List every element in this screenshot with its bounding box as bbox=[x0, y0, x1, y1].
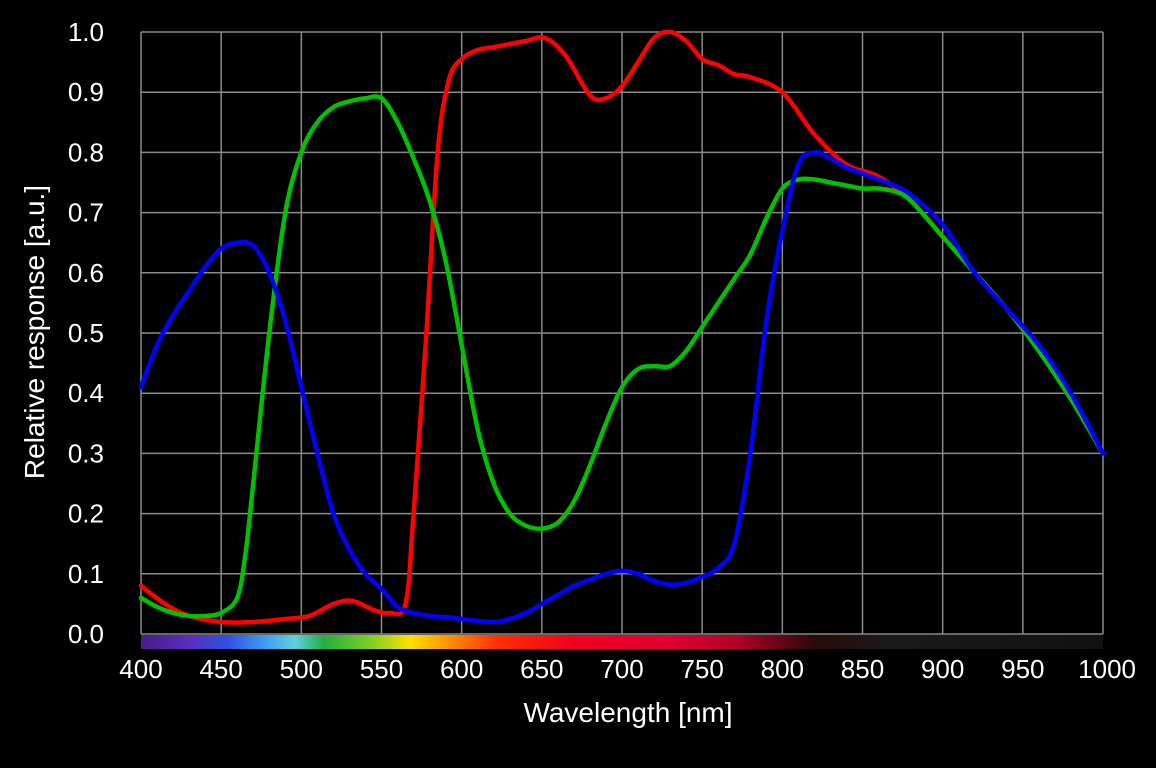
x-tick-label: 700 bbox=[600, 654, 643, 684]
x-tick-label: 650 bbox=[520, 654, 563, 684]
spectrum-color-bar bbox=[141, 635, 1103, 649]
x-axis-ticks: 400 450 500 550 600 650 700 750 800 850 900 950 1000 bbox=[119, 654, 1136, 684]
x-tick-label: 550 bbox=[360, 654, 403, 684]
y-tick-label: 0.1 bbox=[68, 559, 104, 589]
y-axis-ticks: 0.0 0.1 0.2 0.3 0.4 0.5 0.6 0.7 0.8 0.9 1.0 bbox=[68, 17, 104, 649]
y-tick-label: 0.6 bbox=[68, 258, 104, 288]
x-axis-title: Wavelength [nm] bbox=[523, 697, 732, 728]
x-tick-label: 450 bbox=[199, 654, 242, 684]
y-tick-label: 0.0 bbox=[68, 619, 104, 649]
series-lines bbox=[138, 29, 1106, 625]
y-tick-label: 0.2 bbox=[68, 499, 104, 529]
series-line-2 bbox=[138, 150, 1106, 625]
y-tick-label: 0.3 bbox=[68, 438, 104, 468]
grid bbox=[140, 31, 1104, 635]
x-tick-label: 600 bbox=[440, 654, 483, 684]
series-line-1 bbox=[138, 94, 1106, 619]
y-tick-label: 1.0 bbox=[68, 17, 104, 47]
y-tick-label: 0.5 bbox=[68, 318, 104, 348]
x-tick-label: 800 bbox=[761, 654, 804, 684]
y-tick-label: 0.8 bbox=[68, 137, 104, 167]
x-tick-label: 900 bbox=[921, 654, 964, 684]
x-tick-label: 1000 bbox=[1078, 654, 1136, 684]
y-tick-label: 0.9 bbox=[68, 77, 104, 107]
x-tick-label: 850 bbox=[841, 654, 884, 684]
y-axis-title: Relative response [a.u.] bbox=[19, 185, 50, 479]
y-tick-label: 0.7 bbox=[68, 198, 104, 228]
x-tick-label: 400 bbox=[119, 654, 162, 684]
y-tick-label: 0.4 bbox=[68, 378, 104, 408]
x-tick-label: 500 bbox=[280, 654, 323, 684]
x-tick-label: 950 bbox=[1001, 654, 1044, 684]
x-tick-label: 750 bbox=[680, 654, 723, 684]
